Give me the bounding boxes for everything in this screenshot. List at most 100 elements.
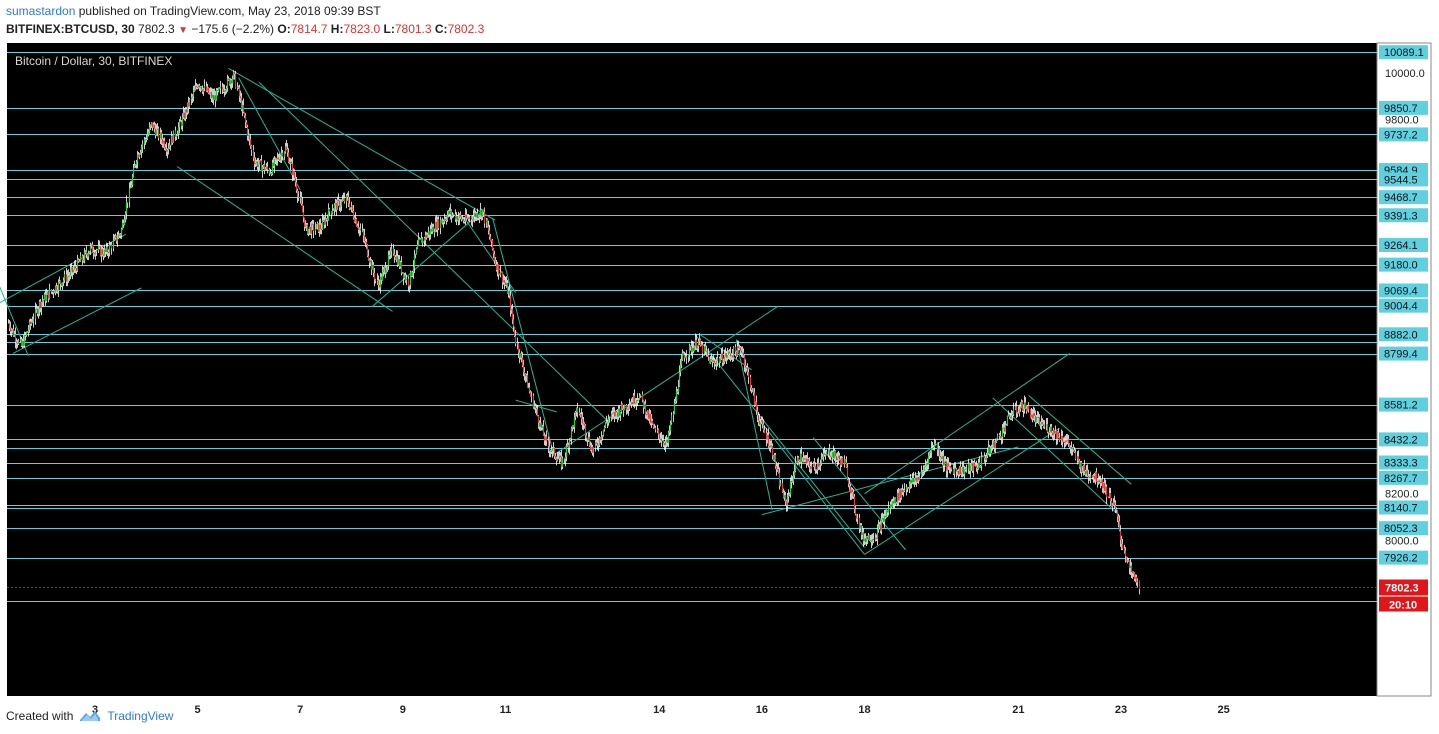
candle-body (26, 331, 29, 333)
candle-body (1134, 576, 1137, 579)
candle-body (781, 483, 784, 493)
candle-body (261, 167, 264, 172)
candle-body (1003, 427, 1006, 432)
candle-body (537, 415, 540, 423)
candle-body (369, 260, 372, 263)
candle-body (731, 355, 734, 358)
candle-body (715, 360, 718, 365)
candle-body (19, 339, 22, 341)
candle-body (745, 367, 748, 369)
candle-body (351, 205, 354, 211)
candle-body (170, 135, 173, 146)
candle-body (550, 450, 553, 452)
candle-body (932, 446, 935, 448)
candle-body (156, 128, 159, 130)
candle-body (199, 86, 202, 88)
candle-body (521, 357, 524, 366)
candle-body (975, 465, 978, 469)
candle-body (152, 124, 155, 128)
candle-body (1095, 471, 1098, 482)
candle-body (872, 539, 875, 541)
candle-body (295, 182, 298, 191)
candle-body (243, 112, 246, 116)
candle-body (163, 140, 166, 148)
candle-body (291, 163, 294, 176)
candle-body (388, 255, 391, 257)
candle-body (122, 222, 125, 225)
candle-body (799, 453, 802, 462)
candle-body (110, 244, 113, 249)
candle-body (552, 447, 555, 449)
candle-body (72, 269, 75, 273)
candle-body (379, 276, 382, 288)
level-label: 7926.2 (1384, 553, 1418, 565)
candle-body (1099, 482, 1102, 484)
candle-body (233, 71, 236, 74)
candle-body (88, 251, 91, 254)
candle-body (55, 286, 58, 291)
candle-body (139, 152, 142, 155)
last-price-box (1379, 579, 1428, 596)
candle-body (32, 318, 35, 322)
candle-body (1058, 437, 1061, 441)
candle-body (681, 352, 684, 360)
trend-line (176, 166, 393, 312)
candle-body (695, 339, 698, 349)
candle-body (501, 272, 504, 283)
candle-body (825, 451, 828, 455)
candle-body (860, 525, 863, 535)
candle-body (619, 412, 622, 416)
candle-body (366, 245, 369, 256)
candle-body (439, 220, 442, 228)
candle-body (20, 339, 23, 346)
candle-body (899, 489, 902, 498)
level-label-box (1379, 190, 1428, 205)
candle-body (45, 294, 48, 302)
candle-body (85, 251, 88, 255)
candle-body (1022, 408, 1025, 411)
candle-body (740, 350, 743, 353)
candle-body (196, 86, 199, 88)
high-value: 7823.0 (343, 22, 381, 36)
candle-body (400, 262, 403, 273)
author-link[interactable]: sumastardon (6, 4, 76, 18)
candle-body (1088, 476, 1091, 479)
candle-body (352, 210, 355, 218)
candle-body (669, 422, 672, 431)
candle-body (341, 199, 344, 201)
candle-body (211, 94, 214, 98)
candle-body (789, 481, 792, 495)
candle-body (955, 468, 958, 472)
candle-body (688, 345, 691, 355)
tradingview-link[interactable]: TradingView (79, 709, 173, 723)
candle-body (1067, 439, 1070, 444)
candle-body (693, 346, 696, 352)
candle-body (425, 234, 428, 238)
time-tick-label: 7 (297, 704, 303, 716)
candle-body (61, 282, 64, 286)
candle-body (551, 448, 554, 452)
candle-body (385, 270, 388, 273)
candle-body (466, 217, 469, 219)
candle-body (443, 218, 446, 222)
candle-body (868, 535, 871, 541)
candle-body (136, 154, 139, 162)
candle-body (802, 458, 805, 462)
candle-body (906, 487, 909, 489)
candle-body (340, 200, 343, 206)
candle-body (847, 479, 850, 484)
candle-body (863, 538, 866, 542)
level-label-box (1379, 283, 1428, 298)
candle-body (1110, 500, 1113, 507)
candle-body (769, 445, 772, 448)
candle-body (77, 259, 80, 262)
candle-body (652, 423, 655, 428)
candle-body (964, 468, 967, 470)
published-text: published on TradingView.com, May 23, 20… (78, 4, 381, 18)
candle-body (221, 86, 224, 90)
candle-body (524, 373, 527, 377)
candle-body (63, 274, 66, 281)
candle-body (905, 487, 908, 490)
trend-line (228, 67, 496, 221)
